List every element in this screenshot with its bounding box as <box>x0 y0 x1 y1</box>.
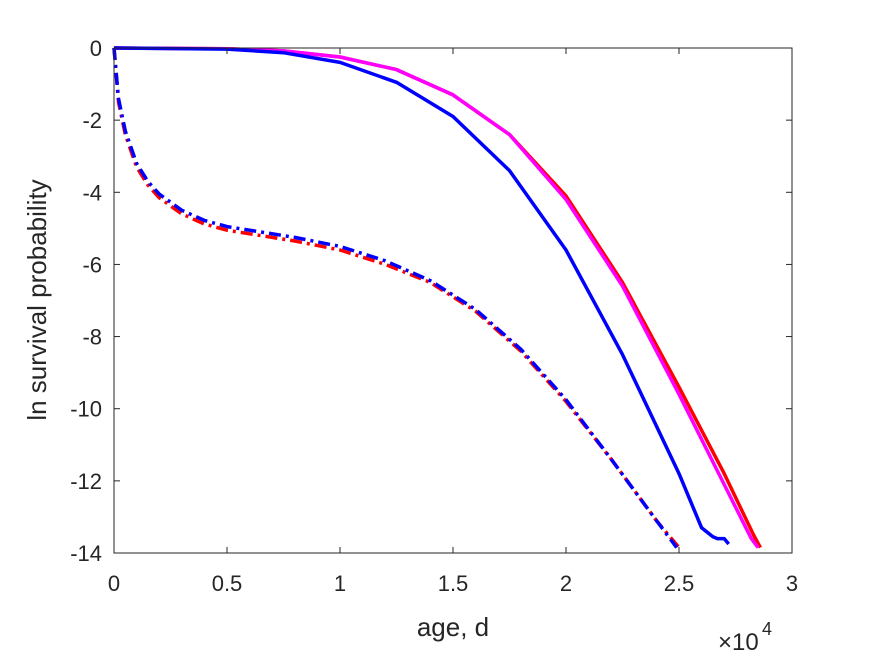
x-exponent-power: 4 <box>762 619 772 639</box>
series-line-2 <box>113 46 760 549</box>
x-tick-label: 1.5 <box>438 571 469 596</box>
x-axis-label: age, d <box>417 612 489 642</box>
y-tick-label: 0 <box>90 36 102 61</box>
series-layer <box>112 46 762 549</box>
x-tick-label: 1 <box>334 571 346 596</box>
y-axis: 0 -2 -4 -6 -8 -10 -12 -14 <box>70 36 792 566</box>
x-tick-label: 3 <box>786 571 798 596</box>
series-line-5 <box>112 47 679 549</box>
series-line-4 <box>112 47 681 549</box>
y-axis-label: ln survival probability <box>22 179 52 420</box>
y-tick-label: -14 <box>70 541 102 566</box>
x-tick-label: 0.5 <box>212 571 243 596</box>
x-axis: 0 0.5 1 1.5 2 2.5 3 <box>108 48 798 596</box>
y-tick-label: -6 <box>82 252 102 277</box>
series-line-3 <box>113 46 731 546</box>
x-tick-label: 0 <box>108 571 120 596</box>
plot-area <box>114 48 792 553</box>
y-tick-label: -12 <box>70 469 102 494</box>
x-tick-label: 2.5 <box>664 571 695 596</box>
y-tick-label: -10 <box>70 397 102 422</box>
y-tick-label: -8 <box>82 325 102 350</box>
y-tick-label: -4 <box>82 180 102 205</box>
x-exponent-base: ×10 <box>718 629 759 656</box>
x-tick-label: 2 <box>560 571 572 596</box>
y-tick-label: -2 <box>82 108 102 133</box>
